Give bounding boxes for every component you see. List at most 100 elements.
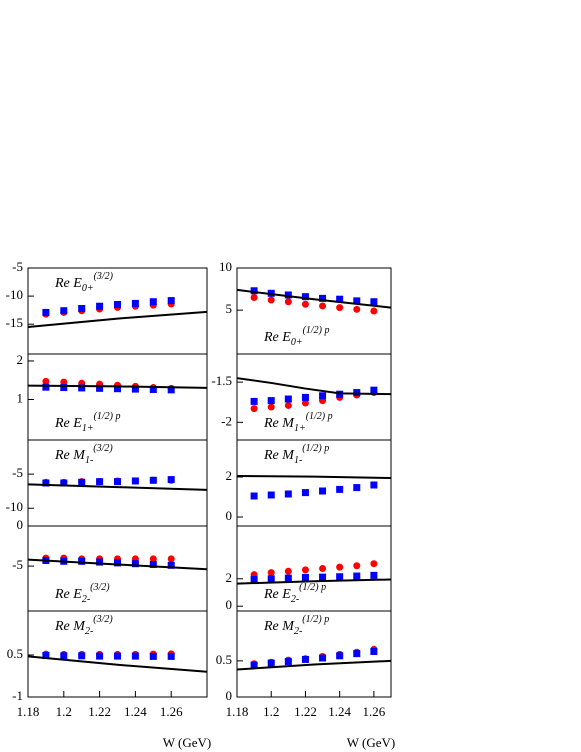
data-point — [96, 478, 104, 486]
data-point — [336, 485, 344, 493]
label-main: Re E — [263, 330, 291, 345]
data-point — [319, 487, 327, 495]
panel-label: Re E1+(1/2) p — [54, 411, 121, 434]
y-tick-label: -5 — [12, 465, 23, 480]
y-tick-label: 0 — [226, 508, 233, 523]
data-point — [301, 573, 309, 581]
data-point — [370, 386, 378, 394]
label-sub: 1- — [85, 455, 93, 466]
data-point — [284, 574, 292, 582]
panel-label: Re M2-(1/2) p — [263, 614, 329, 637]
data-point — [250, 575, 258, 583]
data-point — [167, 476, 175, 484]
data-point — [250, 287, 258, 295]
label-sup: (3/2) — [90, 582, 110, 593]
data-point — [60, 378, 68, 386]
data-point — [78, 652, 86, 660]
data-point — [167, 652, 175, 660]
data-point — [353, 572, 361, 580]
data-point — [267, 659, 275, 667]
data-point — [370, 298, 378, 306]
data-point — [284, 395, 292, 403]
y-tick-label: -5 — [12, 259, 23, 274]
data-point — [250, 492, 258, 500]
data-point — [60, 479, 68, 487]
panel-label: Re M1-(3/2) — [54, 443, 113, 466]
label-sub: 0+ — [82, 283, 94, 294]
label-sup: (1/2) p — [302, 614, 329, 625]
data-point — [96, 384, 104, 392]
data-point — [319, 302, 327, 310]
model-curve — [236, 377, 392, 396]
data-point — [114, 301, 121, 309]
data-point — [96, 652, 104, 660]
label-main: Re M — [263, 416, 295, 431]
data-point — [149, 476, 157, 484]
label-sub: 2- — [291, 594, 299, 605]
data-point — [301, 655, 309, 663]
label-sup: (1/2) p — [302, 443, 329, 454]
x-tick-label: 1.26 — [160, 704, 183, 719]
data-point — [336, 563, 344, 571]
data-point — [284, 298, 292, 306]
label-sub: 0+ — [291, 337, 303, 348]
data-point — [167, 561, 175, 569]
data-point — [370, 481, 378, 489]
label-sup: (3/2) — [93, 614, 113, 625]
y-tick-label: 0.5 — [216, 652, 232, 667]
panel-frame — [236, 353, 392, 441]
x-tick-label: 1.18 — [226, 704, 249, 719]
data-point — [250, 294, 258, 302]
data-point — [42, 479, 50, 487]
data-point — [149, 555, 157, 563]
data-point — [301, 393, 309, 401]
data-point — [78, 384, 86, 392]
y-tick-label: 0 — [226, 688, 233, 703]
y-tick-label: -5 — [12, 557, 23, 572]
data-point — [96, 302, 104, 310]
data-point — [284, 567, 292, 575]
y-tick-label: 5 — [226, 301, 233, 316]
label-main: Re E — [54, 276, 82, 291]
x-tick-label: 1.24 — [328, 704, 351, 719]
data-point — [353, 484, 361, 492]
label-main: Re E — [54, 587, 82, 602]
panel-label: Re E2-(1/2) p — [263, 582, 326, 605]
data-point — [167, 297, 175, 305]
panel-frame — [236, 610, 392, 698]
data-point — [284, 291, 292, 299]
data-point — [353, 389, 361, 397]
label-main: Re E — [54, 416, 82, 431]
data-point — [42, 308, 50, 316]
y-tick-label: -1.5 — [211, 373, 232, 388]
y-tick-label: -10 — [6, 499, 23, 514]
data-point — [319, 392, 327, 400]
data-point — [353, 650, 361, 658]
data-point — [301, 566, 309, 574]
model-curve — [236, 659, 392, 671]
data-point — [60, 652, 68, 660]
data-point — [267, 397, 275, 405]
y-tick-label: 10 — [219, 259, 232, 274]
data-point — [78, 304, 86, 312]
panel-frame — [236, 267, 392, 355]
model-curve — [236, 578, 392, 585]
data-point — [60, 384, 68, 392]
label-sup: (1/2) p — [299, 582, 326, 593]
model-curve — [27, 483, 208, 491]
x-tick-label: 1.22 — [294, 704, 317, 719]
y-tick-label: 1 — [17, 390, 24, 405]
data-point — [42, 652, 50, 660]
data-point — [267, 491, 275, 499]
panel-label: Re E2-(3/2) — [54, 582, 110, 605]
data-point — [60, 307, 68, 315]
data-point — [353, 297, 361, 305]
y-tick-label: -1 — [12, 688, 23, 703]
data-point — [114, 478, 121, 486]
model-curve — [27, 384, 208, 389]
model-curve — [27, 655, 208, 673]
y-tick-label: -15 — [6, 315, 23, 330]
data-point — [149, 560, 157, 568]
y-tick-label: 2 — [17, 352, 24, 367]
data-point — [319, 294, 327, 302]
